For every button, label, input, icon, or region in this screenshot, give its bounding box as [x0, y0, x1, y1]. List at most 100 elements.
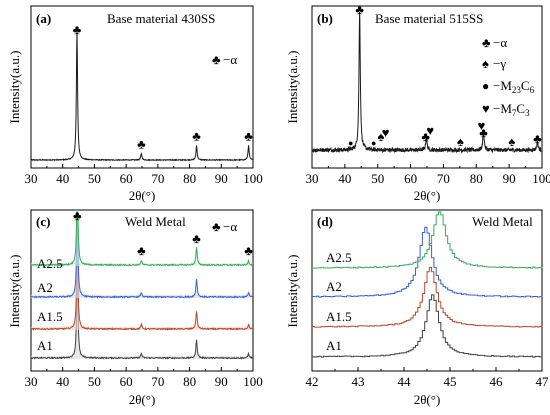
panel-b-gamma-marker: ♠	[508, 134, 515, 149]
panel-c-legend-alpha-icon: ♣	[212, 219, 221, 234]
panel-b-legend-m7c3-text2: C	[516, 101, 525, 116]
panel-b-legend-gamma-icon: ♠	[482, 56, 489, 71]
panel-c-xtick-label: 70	[151, 374, 164, 389]
panel-a-xtick-label: 70	[151, 171, 164, 186]
panel-b-legend-m23c6-sub: 23	[512, 85, 522, 95]
panel-b-pattern-line	[311, 12, 543, 154]
panel-d-plot	[312, 211, 543, 358]
panel-b-xtick-label: 60	[404, 171, 417, 186]
panel-d-series-line-A1	[312, 294, 543, 358]
panel-c-series-line-A1.5	[30, 242, 254, 331]
panel-c-xtick-label: 30	[25, 374, 38, 389]
panel-a-xlabel: 2θ(°)	[129, 188, 156, 203]
panel-c-plot: ♣ ♣ ♣ ♣	[30, 208, 254, 360]
panel-d-xtick-label: 46	[490, 374, 504, 389]
panel-c-series-label-a2.5: A2.5	[37, 256, 63, 271]
panel-d-xtick-label: 47	[536, 374, 550, 389]
panel-c-xtick-label: 40	[56, 374, 69, 389]
panel-b-legend-alpha-icon: ♣	[482, 35, 491, 50]
panel-d-letter: (d)	[317, 214, 333, 229]
panel-b-legend-m23c6-label: −M23C6	[493, 78, 535, 95]
panel-d-series-line-A1.5	[312, 266, 543, 328]
panel-b-alpha-marker: ♣	[355, 2, 364, 17]
panel-c-ticks: 30 40 50 60 70 80 90 100	[25, 367, 263, 389]
panel-c-letter: (c)	[36, 214, 50, 229]
panel-a-xtick-label: 100	[243, 171, 263, 186]
panel-b-m23c6-marker: ●	[371, 138, 376, 148]
panel-c-series-line-A1	[30, 271, 253, 360]
panel-c-series-label-a1.5: A1.5	[37, 309, 63, 324]
panel-d: (d) Weld Metal 42 43 44 45 46 47 A2.5 A2 A1.5…	[285, 209, 550, 407]
panel-c-title: Weld Metal	[125, 214, 186, 229]
panel-b-plot: ♣● ● ♠♥ ♣♥♠♥♣♠ ♣	[311, 2, 543, 154]
panel-d-xtick-label: 45	[444, 374, 457, 389]
panel-a-alpha-marker: ♣	[192, 129, 201, 144]
panel-a-pattern-line	[30, 29, 254, 162]
panel-c-xlabel: 2θ(°)	[129, 392, 156, 407]
panel-c-ylabel: Intensity(a.u.)	[7, 255, 22, 328]
panel-b-xtick-label: 40	[338, 171, 351, 186]
panel-b-xtick-label: 30	[306, 171, 319, 186]
panel-d-xtick-label: 43	[352, 374, 365, 389]
panel-b-m23c6-marker: ●	[348, 138, 353, 148]
panel-d-xlabel: 2θ(°)	[414, 392, 441, 407]
panel-b-gamma-marker: ♠	[457, 134, 464, 149]
panel-c-xtick-label: 50	[88, 374, 101, 389]
panel-b-alpha-marker: ♣	[533, 131, 542, 146]
panel-c-series-label-a2: A2	[37, 280, 53, 295]
panel-b-m7c3-marker: ♥	[382, 125, 390, 140]
panel-b-legend: ♣ −α ♠ −γ ● −M23C6 ♥ −M7C3	[482, 35, 535, 118]
panel-d-frame	[311, 209, 543, 372]
panel-b-alpha-marker: ♣	[479, 125, 488, 140]
panel-c-xtick-label: 80	[183, 374, 196, 389]
panel-a-ticks: 30 40 50 60 70 80 90 100	[25, 164, 263, 186]
panel-a-xtick-label: 60	[120, 171, 133, 186]
panel-d-series-label-a2: A2	[326, 279, 342, 294]
panel-d-series-label-a1.5: A1.5	[326, 309, 352, 324]
panel-a-legend: ♣ −α	[212, 52, 237, 67]
panel-c-frame	[30, 209, 254, 372]
panel-b-legend-m7c3-icon: ♥	[482, 101, 490, 116]
panel-b-ticks: 30 40 50 60 70 80 90 100	[306, 164, 550, 186]
panel-d-ticks: 42 43 44 45 46 47	[306, 367, 550, 389]
panel-b-legend-m23c6-sub2: 6	[530, 85, 535, 95]
panel-a-xtick-label: 40	[56, 171, 69, 186]
panel-a-alpha-marker: ♣	[73, 22, 82, 37]
panel-b-xtick-label: 80	[470, 171, 483, 186]
panel-c-legend: ♣ −α	[212, 219, 237, 234]
panel-c-alpha-marker: ♣	[137, 243, 146, 258]
panel-d-series-label-a2.5: A2.5	[326, 250, 352, 265]
panel-b: (b) Base material 515SS ♣ −α ♠ −γ ● −M23…	[285, 2, 550, 203]
panel-b-letter: (b)	[317, 11, 333, 26]
panel-b-legend-m23c6-text2: C	[521, 78, 530, 93]
panel-c: (c) Weld Metal ♣ −α ♣ ♣ ♣ ♣ 30 40 50 60 70 80 90 1…	[7, 208, 263, 407]
panel-b-legend-m7c3-text: −M	[493, 101, 512, 116]
panel-d-series-label-a1: A1	[326, 338, 342, 353]
panel-a-xtick-label: 80	[183, 171, 196, 186]
panel-b-xlabel: 2θ(°)	[414, 188, 441, 203]
panel-c-series-line-A2.5	[30, 211, 254, 267]
panel-b-legend-gamma-label: −γ	[493, 56, 506, 71]
panel-a-xtick-label: 50	[88, 171, 101, 186]
panel-b-legend-m7c3-label: −M7C3	[493, 101, 530, 118]
panel-b-ylabel: Intensity(a.u.)	[285, 51, 300, 124]
panel-d-series-line-A2	[312, 226, 543, 298]
panel-c-xtick-label: 60	[120, 374, 133, 389]
panel-d-xtick-label: 42	[306, 374, 319, 389]
panel-a-title: Base material 430SS	[107, 11, 215, 26]
panel-c-alpha-marker: ♣	[192, 231, 201, 246]
panel-a-xtick-label: 30	[25, 171, 38, 186]
panel-b-xtick-label: 50	[371, 171, 384, 186]
panel-b-gamma-marker: ♠	[378, 129, 385, 144]
panel-b-m7c3-marker: ♥	[478, 118, 486, 133]
panel-b-xtick-label: 100	[532, 171, 550, 186]
panel-c-legend-alpha-label: −α	[223, 219, 237, 234]
panel-a-alpha-marker: ♣	[244, 129, 253, 144]
panel-c-xtick-label: 100	[243, 374, 263, 389]
panel-b-legend-alpha-label: −α	[493, 35, 507, 50]
panel-b-xtick-label: 90	[503, 171, 516, 186]
panel-b-legend-m23c6-icon: ●	[482, 79, 489, 93]
panel-a-alpha-marker: ♣	[137, 137, 146, 152]
panel-b-alpha-marker: ♣	[421, 129, 430, 144]
